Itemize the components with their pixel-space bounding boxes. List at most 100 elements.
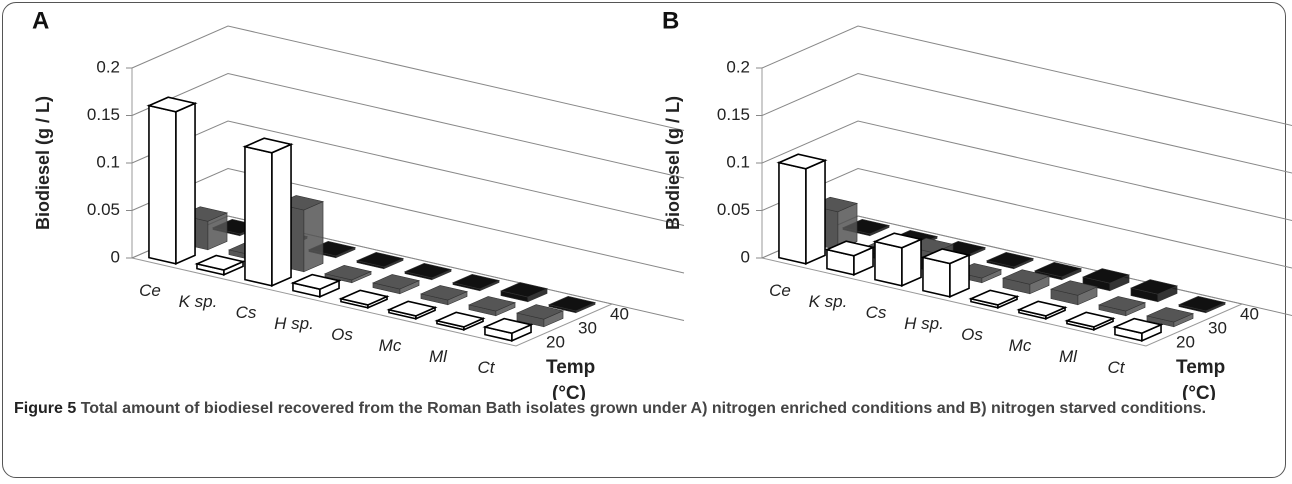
depth-axis-label: Temp xyxy=(546,357,595,378)
bar-side xyxy=(303,201,324,273)
bar-top xyxy=(1130,279,1178,295)
grid-line xyxy=(131,25,685,131)
y-tick-label: 0.05 xyxy=(87,200,120,219)
y-axis-label: Biodiesel (g / L) xyxy=(663,96,683,230)
bar-top xyxy=(1034,262,1082,278)
y-axis-label: Biodiesel (g / L) xyxy=(33,96,53,230)
bar-top xyxy=(482,317,534,335)
x-tick-label: Cs xyxy=(866,303,887,322)
bar-top xyxy=(1016,300,1068,317)
bar xyxy=(1112,317,1164,343)
bar-top xyxy=(968,289,1020,306)
bar-front xyxy=(874,240,903,287)
bar-top xyxy=(872,232,924,249)
y-tick-label: 0.1 xyxy=(96,152,120,171)
y-tick-label: 0 xyxy=(111,247,120,266)
bar xyxy=(194,254,246,277)
panel-letter: A xyxy=(32,7,49,34)
y-tick-label: 0.15 xyxy=(717,105,750,124)
bar xyxy=(324,265,372,284)
bar-top xyxy=(920,248,972,265)
bar-top xyxy=(372,274,420,290)
bar xyxy=(434,311,486,332)
bar-top xyxy=(548,296,596,312)
bar xyxy=(1002,269,1050,295)
caption-label: Figure 5 xyxy=(14,400,77,417)
bar-top xyxy=(468,296,516,312)
depth-tick-label: 30 xyxy=(1208,318,1227,337)
bar-top xyxy=(776,153,828,170)
bar-top xyxy=(1050,280,1098,296)
bar xyxy=(1034,262,1082,281)
bar xyxy=(1130,279,1178,303)
x-tick-label: K sp. xyxy=(179,292,218,311)
bar-top xyxy=(1112,317,1164,335)
bar xyxy=(1178,296,1226,314)
x-tick-label: K sp. xyxy=(809,292,848,311)
bar xyxy=(824,240,876,277)
bar xyxy=(386,300,438,321)
bar xyxy=(1050,280,1098,306)
bar-top xyxy=(452,274,500,290)
bar xyxy=(356,252,404,270)
bar xyxy=(146,96,198,266)
bar-top xyxy=(146,96,198,113)
bar xyxy=(372,274,420,295)
x-tick-label: H sp. xyxy=(904,314,944,333)
bar-side xyxy=(175,102,196,266)
bar xyxy=(920,248,972,299)
x-tick-label: Ct xyxy=(478,358,496,377)
x-tick-label: H sp. xyxy=(274,314,314,333)
depth-axis-unit: (°C) xyxy=(1182,383,1216,400)
bar xyxy=(500,282,548,303)
bar-top xyxy=(1082,268,1130,284)
bar xyxy=(986,252,1034,270)
bar-top xyxy=(338,289,390,306)
frame xyxy=(2,2,1286,478)
bar xyxy=(338,289,390,310)
bar-top xyxy=(290,273,342,291)
bar xyxy=(404,263,452,281)
bar-front xyxy=(778,161,807,265)
bar-top xyxy=(1098,296,1146,312)
bar-top xyxy=(194,254,246,271)
bar-top xyxy=(516,304,564,320)
bar xyxy=(452,274,500,292)
bar xyxy=(1082,268,1130,292)
y-tick-label: 0.15 xyxy=(87,105,120,124)
depth-axis-unit: (°C) xyxy=(552,383,586,400)
depth-tick-label: 40 xyxy=(610,304,629,323)
bar-top xyxy=(1002,269,1050,285)
bar-top xyxy=(324,265,372,281)
x-tick-label: Mc xyxy=(1009,336,1032,355)
depth-tick-label: 40 xyxy=(1240,304,1259,323)
bar xyxy=(968,289,1020,310)
bar xyxy=(420,285,468,306)
bar-top xyxy=(434,311,486,328)
y-tick-label: 0.05 xyxy=(717,200,750,219)
bar-front xyxy=(244,145,273,287)
bar-top xyxy=(386,300,438,317)
x-tick-label: Os xyxy=(961,325,983,344)
x-tick-label: Ct xyxy=(1108,358,1126,377)
x-tick-label: Cs xyxy=(236,303,257,322)
bar-top xyxy=(1064,311,1116,328)
grid-line xyxy=(761,120,1292,221)
bar-top xyxy=(404,263,452,279)
bar-top xyxy=(356,252,404,268)
grid-line xyxy=(761,25,1292,126)
bar-top xyxy=(986,252,1034,268)
bar-top xyxy=(242,137,294,154)
x-tick-label: Ml xyxy=(1059,347,1078,366)
bar xyxy=(1146,307,1194,328)
bar-side xyxy=(805,159,826,266)
depth-tick-label: 20 xyxy=(1176,332,1195,351)
x-tick-label: Os xyxy=(331,325,353,344)
bar-top xyxy=(1146,307,1194,323)
bar-top xyxy=(420,285,468,301)
bar-top xyxy=(824,240,876,257)
depth-axis-label: Temp xyxy=(1176,357,1225,378)
bar xyxy=(242,137,294,288)
x-tick-label: Ce xyxy=(769,281,791,300)
